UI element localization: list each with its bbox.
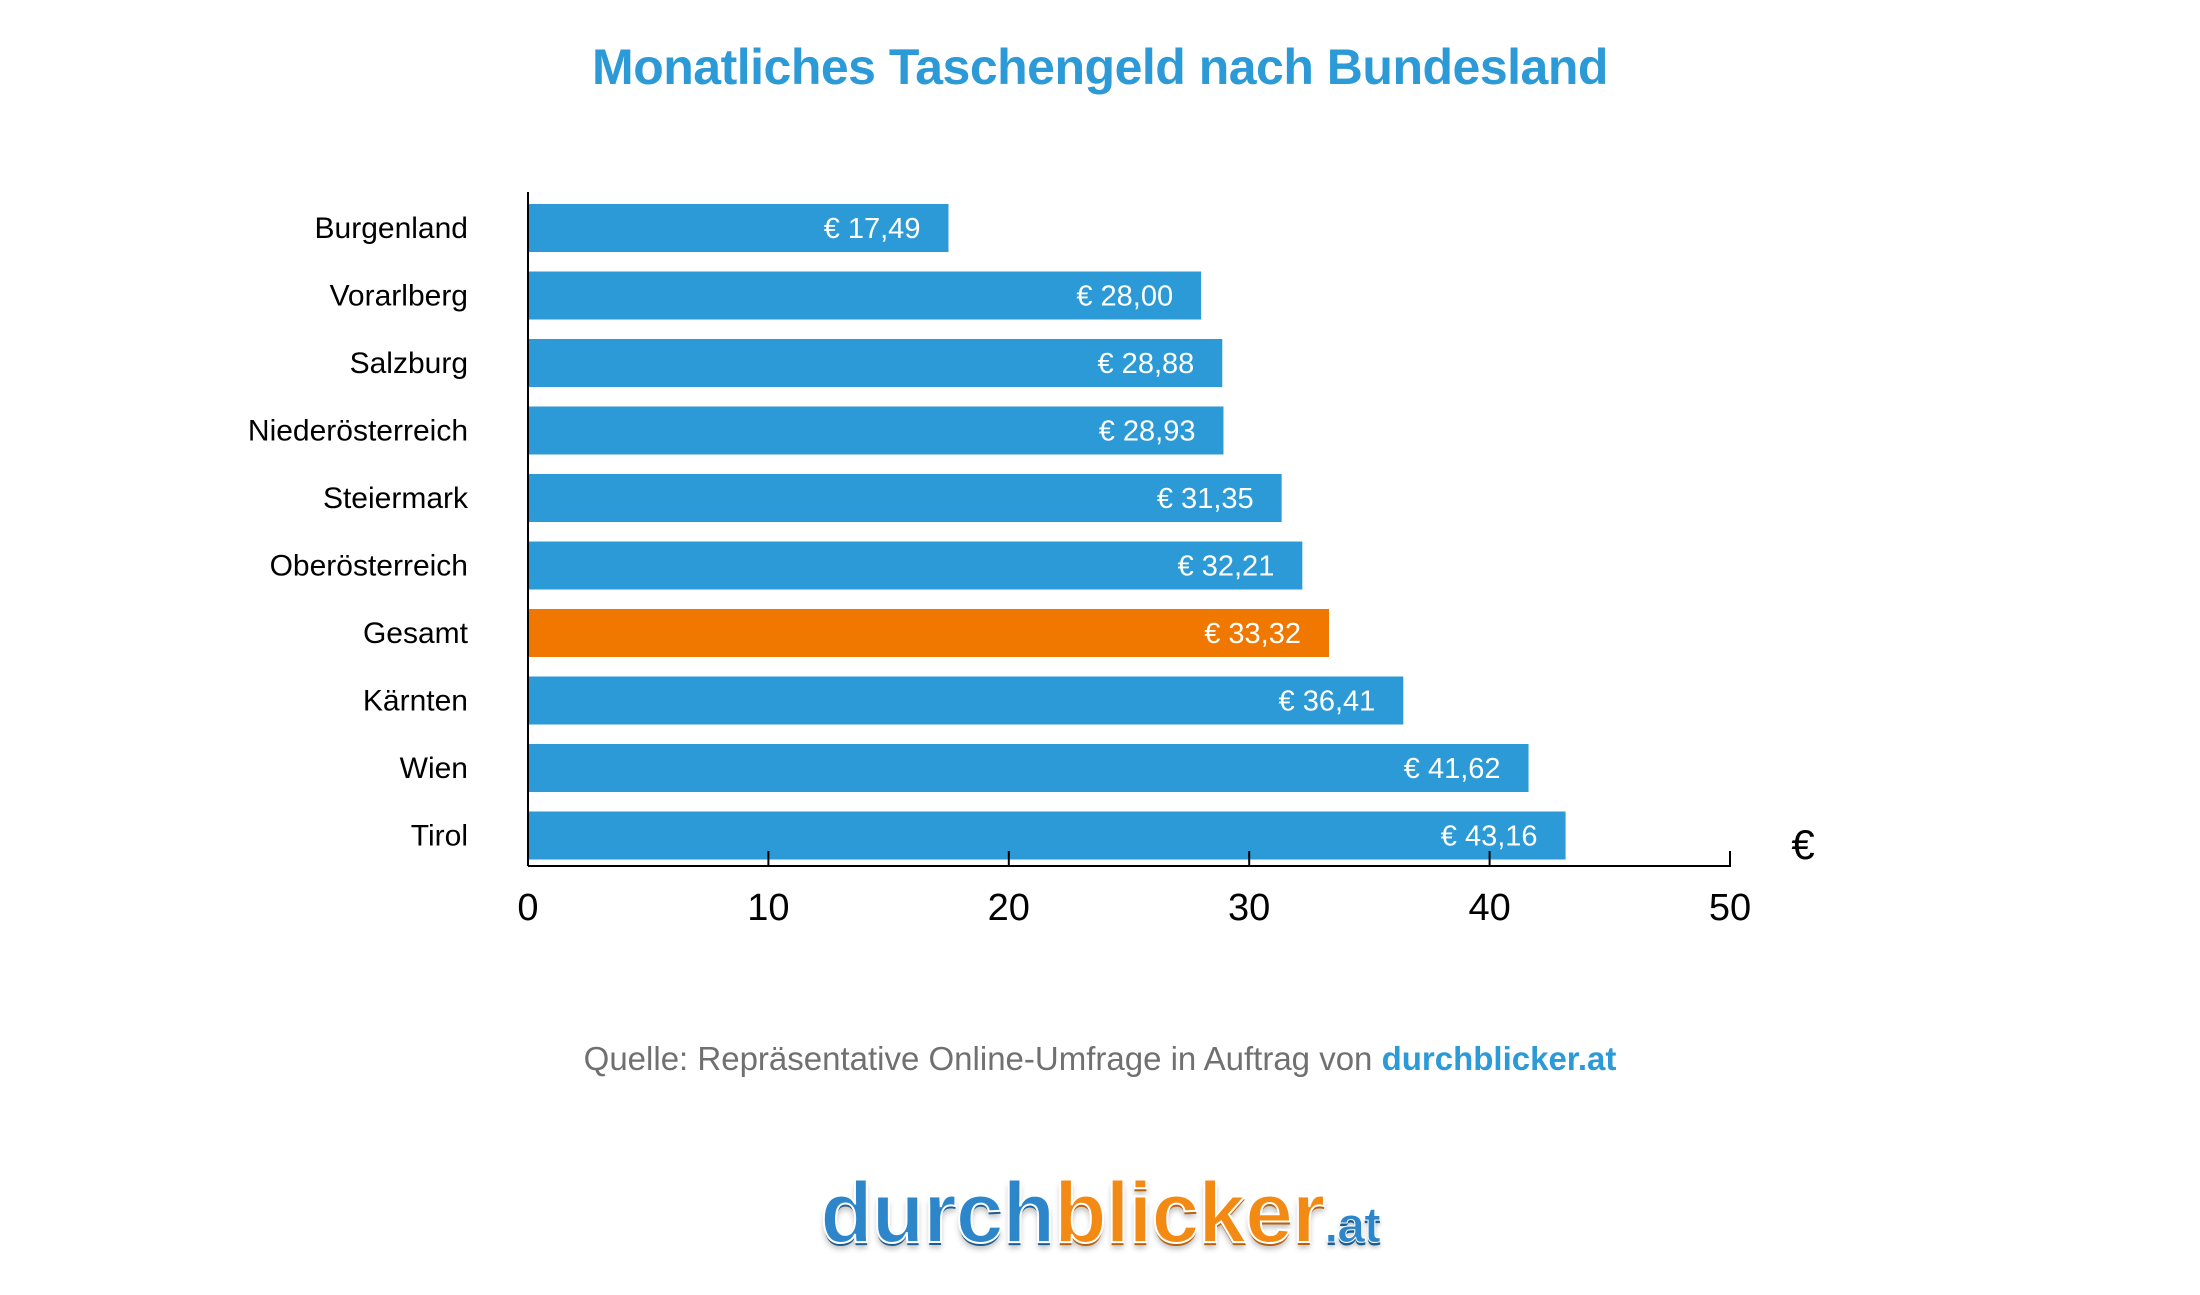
bar-7 <box>528 676 1404 725</box>
data-label-8: € 41,62 <box>1404 753 1501 785</box>
data-label-1: € 28,00 <box>1076 281 1173 313</box>
x-tick-label-4: 40 <box>1468 887 1510 929</box>
category-label-2: Salzburg <box>350 347 468 380</box>
bar-0 <box>528 204 949 252</box>
source-link[interactable]: durchblicker.at <box>1381 1040 1617 1077</box>
category-label-0: Burgenland <box>315 212 468 245</box>
category-label-1: Vorarlberg <box>330 280 468 313</box>
logo-part-at: .at <box>1324 1197 1381 1253</box>
bar-6 <box>528 609 1330 657</box>
x-tick-label-5: 50 <box>1709 887 1751 929</box>
category-label-3: Niederösterreich <box>248 415 468 448</box>
x-tick-label-1: 10 <box>747 887 789 929</box>
x-tick-label-2: 20 <box>988 887 1030 929</box>
data-label-9: € 43,16 <box>1441 821 1538 853</box>
data-label-5: € 32,21 <box>1178 551 1275 583</box>
category-label-7: Kärnten <box>363 685 468 718</box>
logo-part-blicker: blicker <box>1053 1165 1326 1261</box>
category-label-9: Tirol <box>411 820 468 853</box>
bar-2 <box>528 339 1223 387</box>
data-label-2: € 28,88 <box>1098 348 1195 380</box>
bar-1 <box>528 271 1202 320</box>
category-label-6: Gesamt <box>363 617 469 650</box>
durchblicker-logo: durchblicker.at <box>0 1169 2200 1257</box>
bar-3 <box>528 406 1224 455</box>
source-line: Quelle: Repräsentative Online-Umfrage in… <box>0 1040 2200 1078</box>
data-label-7: € 36,41 <box>1279 686 1376 718</box>
data-label-3: € 28,93 <box>1099 416 1196 448</box>
category-label-4: Steiermark <box>323 482 469 515</box>
data-label-6: € 33,32 <box>1204 618 1301 650</box>
category-label-8: Wien <box>400 752 468 785</box>
x-tick-label-0: 0 <box>517 887 538 929</box>
bar-8 <box>528 744 1529 792</box>
x-axis-label: € <box>1791 821 1814 868</box>
bar-chart: € 17,49 Burgenland € 28,00 Vorarlberg € 28,8… <box>248 192 1815 929</box>
category-label-5: Oberösterreich <box>270 550 468 583</box>
data-label-0: € 17,49 <box>824 213 921 245</box>
chart-title: Monatliches Taschengeld nach Bundesland <box>592 39 1608 95</box>
logo-part-durch: durch <box>819 1165 1056 1261</box>
data-label-4: € 31,35 <box>1157 483 1254 515</box>
bar-9 <box>528 811 1566 860</box>
x-tick-label-3: 30 <box>1228 887 1270 929</box>
bar-4 <box>528 474 1282 522</box>
bar-5 <box>528 541 1303 590</box>
source-text: Quelle: Repräsentative Online-Umfrage in… <box>583 1040 1382 1077</box>
